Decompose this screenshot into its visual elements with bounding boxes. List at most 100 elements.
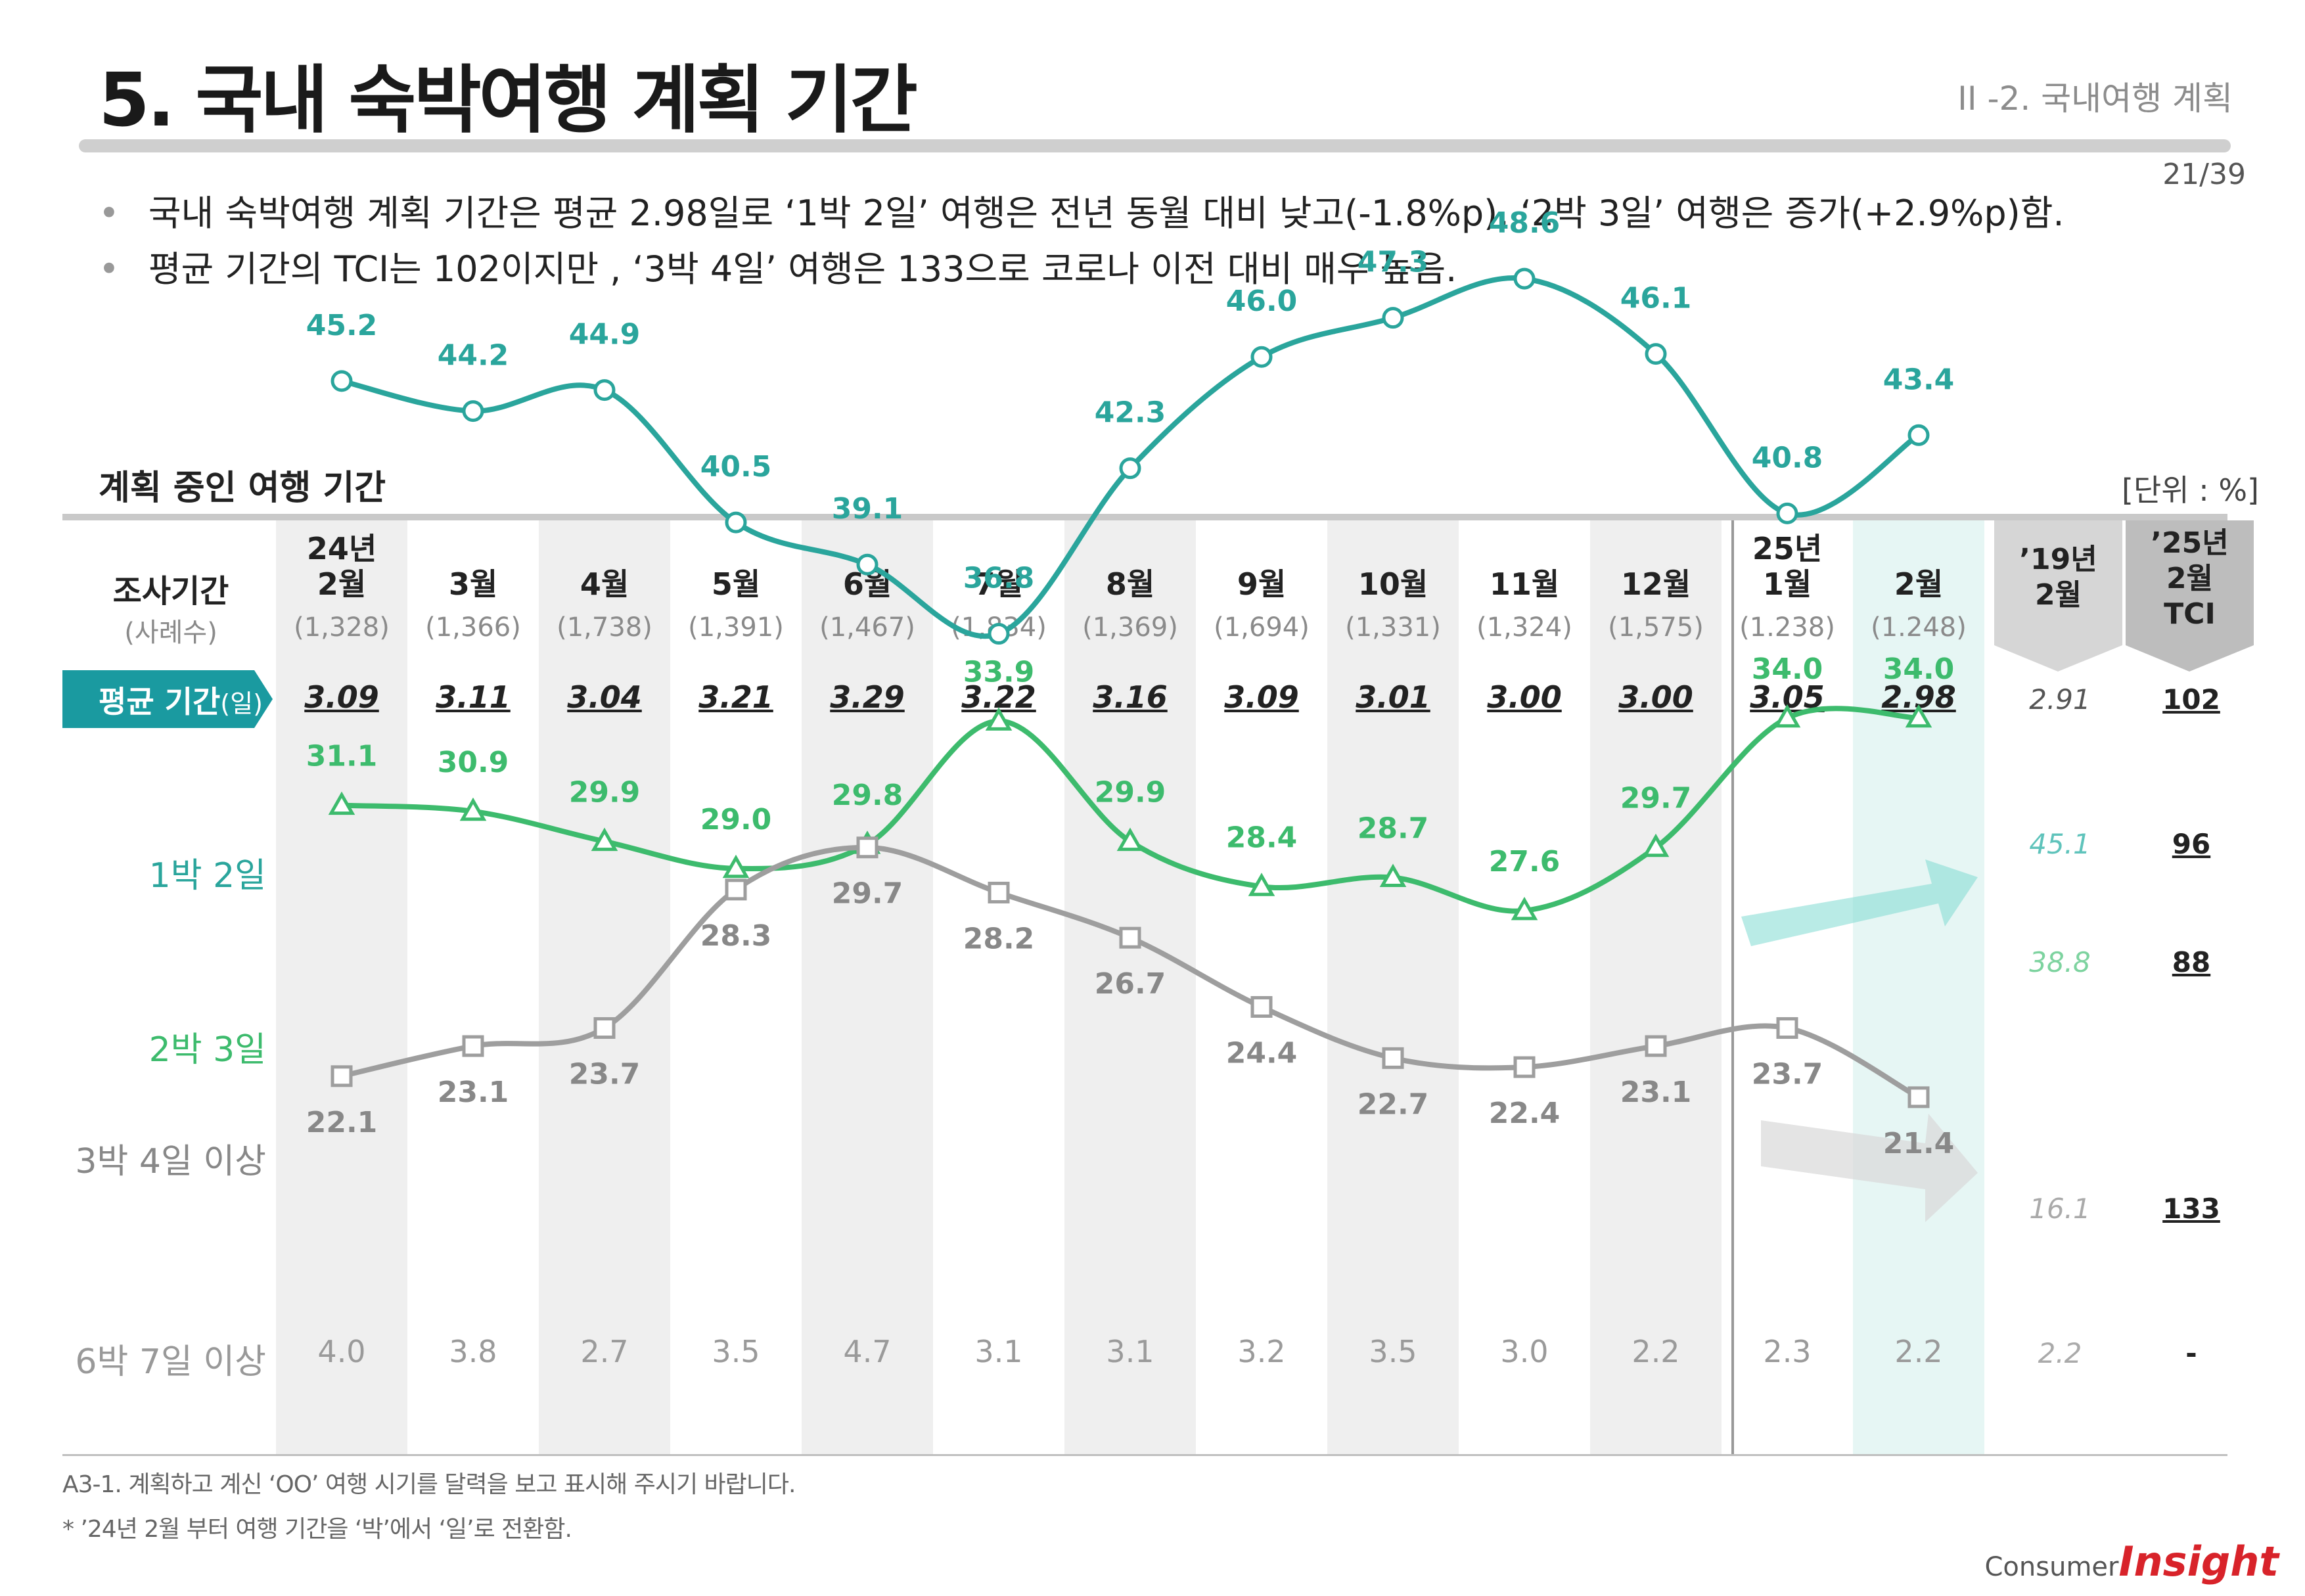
month-header: 7월 — [933, 566, 1064, 602]
data-label: 46.0 — [1226, 285, 1298, 318]
sample-size: (1,324) — [1476, 612, 1572, 643]
data-label: 29.0 — [700, 803, 772, 836]
table-top-rule — [62, 514, 2227, 520]
bullet-1-text: 국내 숙박여행 계획 기간은 평균 2.98일로 ‘1박 2일’ 여행은 전년 … — [148, 193, 2065, 234]
sample-size: (1,391) — [688, 612, 784, 643]
data-label: 31.1 — [306, 740, 378, 773]
ref-19-header-shape — [1994, 520, 2122, 672]
ref-19-3n4d: 16.1 — [2029, 1193, 2091, 1225]
trend-arrow-1n2d — [1741, 859, 1978, 946]
sample-size: (1,694) — [1214, 612, 1310, 643]
avg-duration-value: 3.01 — [1356, 679, 1430, 715]
data-label: 29.7 — [1620, 782, 1692, 815]
data-point — [1513, 267, 1536, 290]
month-header: 4월 — [539, 566, 670, 602]
data-label: 24.4 — [1226, 1036, 1298, 1070]
col-bg — [276, 520, 407, 1454]
ref-19-header-line1: ’19년 — [2019, 543, 2097, 576]
data-point — [1907, 424, 1930, 446]
data-label: 33.9 — [963, 655, 1035, 689]
data-point — [593, 379, 616, 401]
data-point — [1905, 704, 1932, 728]
brand-logo: ConsumerInsight — [1985, 1538, 2279, 1585]
series-label-3n4d: 3박 4일 이상 — [75, 1142, 266, 1181]
data-point — [1907, 1086, 1930, 1108]
tci-header-line3: TCI — [2164, 597, 2216, 631]
avg-duration-value: 3.11 — [436, 679, 511, 715]
col-bg-highlight — [1853, 520, 1984, 1454]
avg-duration-value: 3.00 — [1618, 679, 1693, 715]
avg-label: 평균 기간(일) — [99, 678, 263, 721]
ref-19-2n3d: 38.8 — [2029, 946, 2091, 978]
data-label: 27.6 — [1489, 845, 1561, 878]
year-divider — [1731, 520, 1734, 1454]
month-header-year: 25년 — [1752, 531, 1823, 566]
month-header-year: 24년 — [306, 531, 377, 566]
avg-duration-value: 3.09 — [1224, 679, 1299, 715]
month-header: 25년 1월 — [1722, 531, 1853, 602]
logo-insight: Insight — [2118, 1538, 2279, 1585]
value-6n7d: 3.1 — [974, 1334, 1023, 1369]
data-label: 30.9 — [438, 746, 509, 779]
tci-header-shape — [2126, 520, 2254, 672]
month-header-month: 5월 — [711, 566, 761, 602]
avg-duration-value: 3.09 — [304, 679, 379, 715]
data-point — [1250, 346, 1273, 368]
sample-size: (1,738) — [557, 612, 652, 643]
logo-consumer: Consumer — [1984, 1552, 2119, 1582]
value-6n7d: 3.5 — [1369, 1334, 1417, 1369]
bullet-2-text: 평균 기간의 TCI는 102이지만 , ‘3박 4일’ 여행은 133으로 코… — [148, 248, 1457, 290]
data-point — [1382, 307, 1404, 329]
data-point — [1119, 926, 1141, 949]
month-header-month: 7월 — [974, 566, 1024, 602]
month-header: 3월 — [407, 566, 539, 602]
tci-avg: 102 — [2162, 683, 2220, 716]
data-label: 23.7 — [569, 1058, 641, 1091]
col-bg — [1327, 520, 1459, 1454]
data-point — [1248, 873, 1275, 896]
col-bg — [802, 520, 933, 1454]
ref-19-header-line2: 2월 — [2034, 578, 2082, 612]
month-header: 10월 — [1327, 566, 1459, 602]
data-point — [1119, 457, 1141, 480]
data-point — [856, 553, 879, 576]
month-header-month: 1월 — [1762, 566, 1812, 602]
data-label: 23.7 — [1752, 1058, 1823, 1091]
tci-header-line2: 2월 — [2166, 562, 2214, 595]
data-label: 47.3 — [1358, 246, 1429, 279]
data-label: 39.1 — [832, 492, 903, 526]
data-label: 44.9 — [569, 318, 641, 352]
trend-arrow-3n4d — [1761, 1114, 1978, 1222]
unit-label: [단위 : %] — [2122, 472, 2259, 508]
value-6n7d: 3.8 — [449, 1334, 497, 1369]
avg-duration-value: 3.21 — [698, 679, 773, 715]
sample-size: (1,366) — [425, 612, 521, 643]
data-point — [985, 707, 1013, 731]
month-header: 11월 — [1459, 566, 1590, 602]
data-label: 46.1 — [1620, 282, 1692, 315]
title-underline — [79, 139, 2231, 152]
page-title: 5. 국내 숙박여행 계획 기간 — [99, 58, 918, 143]
month-header-month: 11월 — [1489, 566, 1560, 602]
tci-6n7d: - — [2185, 1337, 2197, 1369]
data-point — [328, 791, 355, 815]
data-label: 29.9 — [1095, 776, 1166, 809]
data-label: 42.3 — [1095, 396, 1166, 430]
sample-size: (1,331) — [1345, 612, 1441, 643]
data-point — [593, 1017, 616, 1039]
data-label: 43.4 — [1883, 363, 1955, 396]
data-label: 48.6 — [1489, 206, 1561, 240]
data-label: 36.8 — [963, 562, 1035, 595]
data-label: 28.4 — [1226, 821, 1298, 854]
data-point — [331, 370, 353, 392]
footnote-note: * ’24년 2월 부터 여행 기간을 ‘박’에서 ‘일’로 전환함. — [62, 1516, 572, 1543]
month-header-month: 2월 — [1894, 566, 1944, 602]
data-label: 28.2 — [963, 922, 1035, 955]
data-label: 29.9 — [569, 776, 641, 809]
value-6n7d: 3.5 — [712, 1334, 760, 1369]
value-6n7d: 3.0 — [1500, 1334, 1549, 1369]
data-point — [988, 623, 1010, 645]
data-label: 22.7 — [1358, 1087, 1429, 1121]
avg-duration-value: 3.29 — [830, 679, 905, 715]
